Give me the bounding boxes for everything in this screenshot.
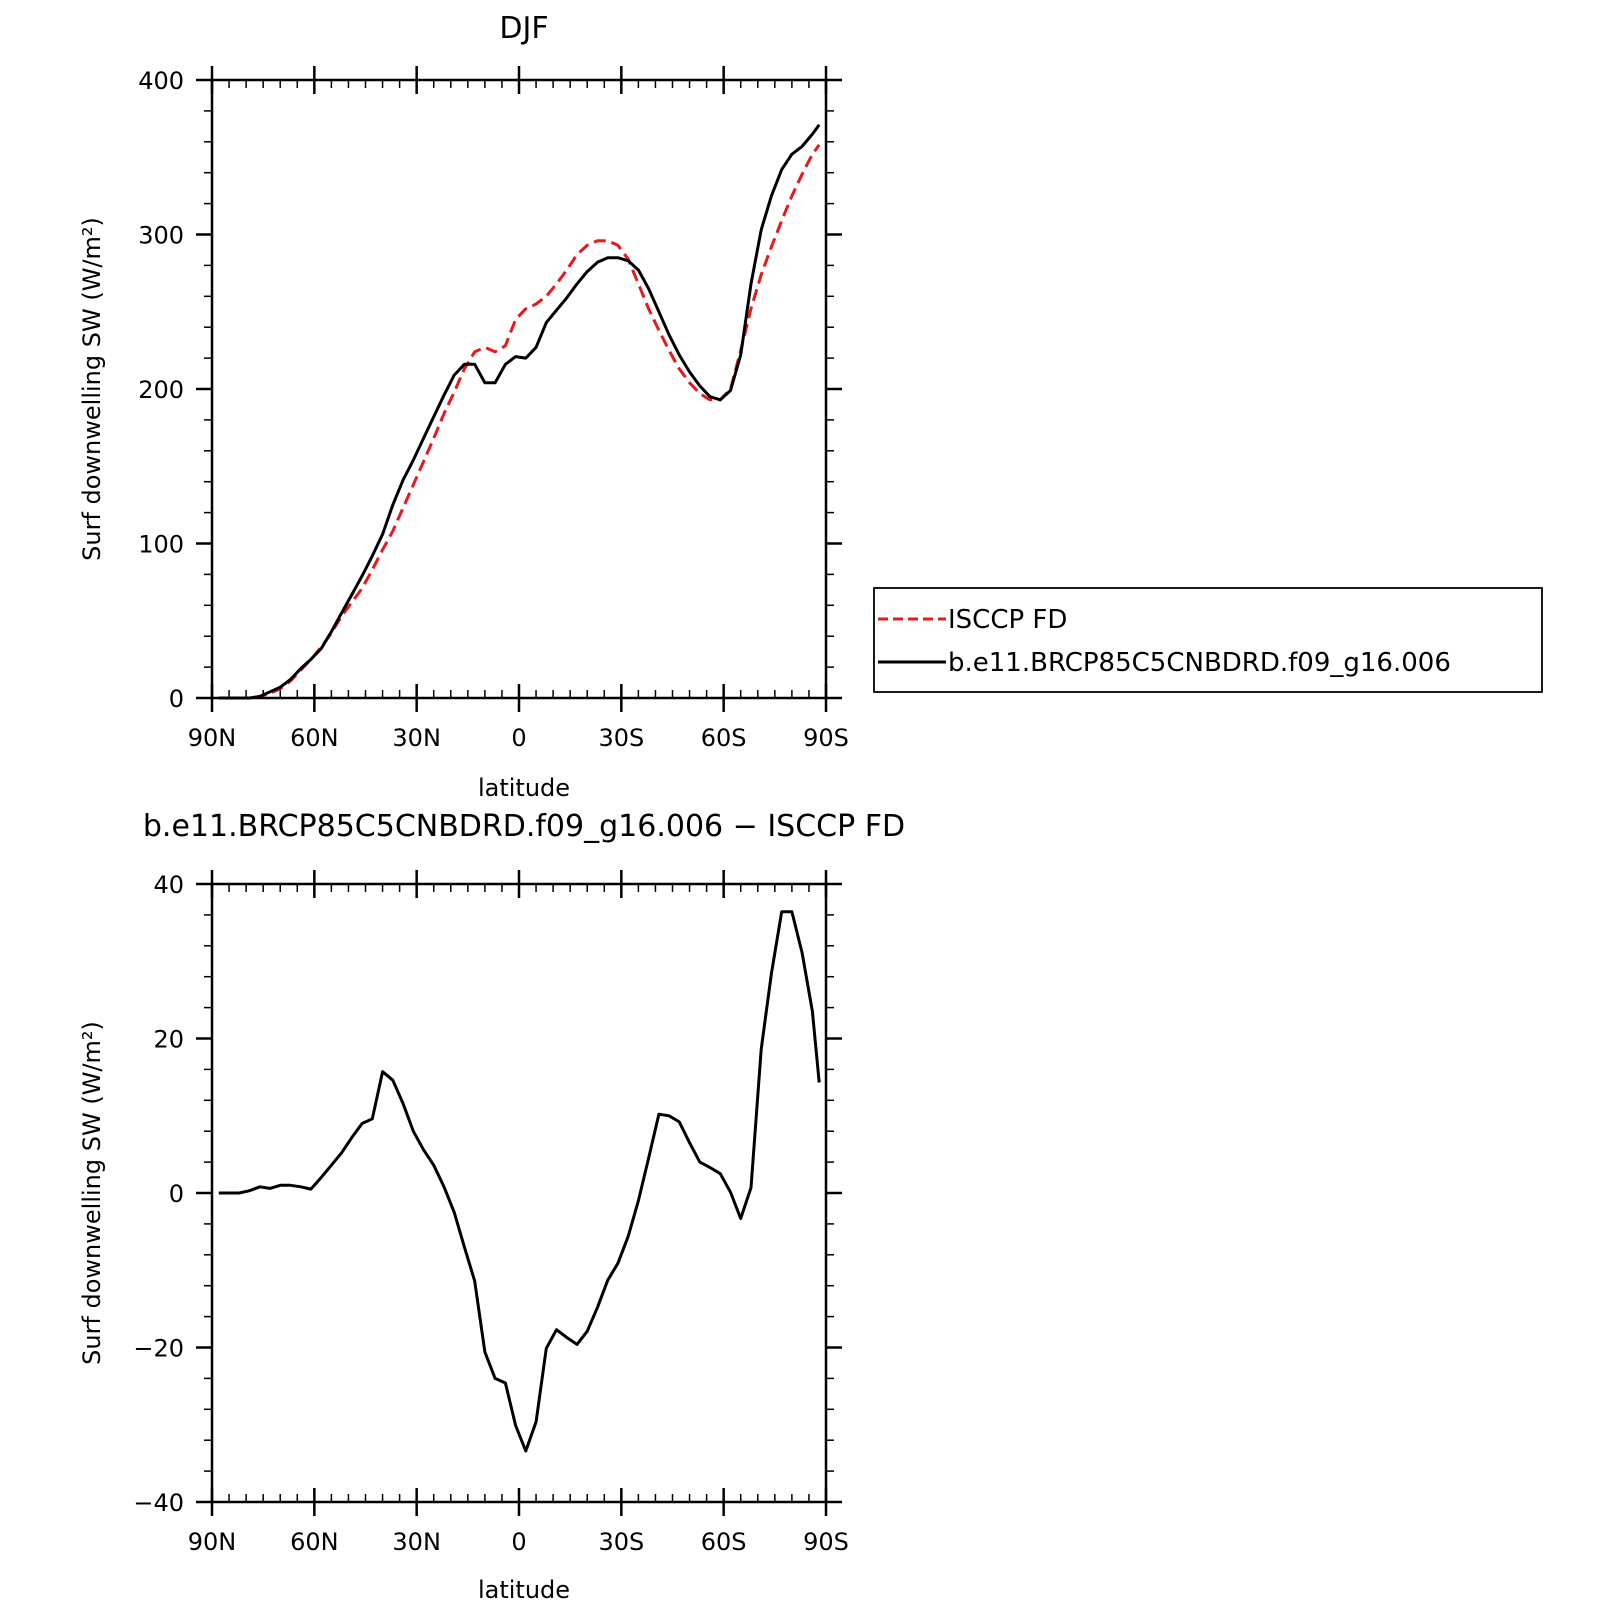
legend-label-model: b.e11.BRCP85C5CNBDRD.f09_g16.006 [948, 648, 1451, 678]
x-tick-label: 30N [392, 1528, 441, 1556]
bottom-series [218, 910, 821, 1453]
x-tick-label: 90S [803, 1528, 849, 1556]
y-tick-label: 0 [169, 685, 184, 713]
y-tick-label: 300 [138, 222, 184, 250]
y-tick-label: 400 [138, 67, 184, 95]
series-line-b-e11-brcp85c5cnbdrd-f09-g16-006 [218, 123, 821, 700]
top-plot-frame [210, 78, 828, 700]
x-tick-label: 90N [188, 1528, 237, 1556]
bottom-plot-frame [210, 882, 828, 1504]
y-tick-label: −40 [133, 1489, 184, 1517]
bottom-y-axis-label: Surf downwelling SW (W/m²) [78, 1021, 106, 1365]
x-tick-label: 90N [188, 724, 237, 752]
top-x-axis-label: latitude [478, 774, 570, 802]
top-panel: DJF 0 100 200 300 400 90N 60N 30N 0 30S 60S 90S la… [78, 11, 849, 802]
y-tick-label: 40 [153, 871, 184, 899]
legend: ISCCP FD b.e11.BRCP85C5CNBDRD.f09_g16.00… [873, 587, 1543, 693]
bottom-panel-title: b.e11.BRCP85C5CNBDRD.f09_g16.006 − ISCCP… [143, 809, 905, 844]
y-tick-label: 100 [138, 531, 184, 559]
x-tick-label: 30S [598, 724, 644, 752]
bottom-x-axis-label: latitude [478, 1576, 570, 1604]
top-y-axis-label: Surf downwelling SW (W/m²) [78, 217, 106, 561]
x-tick-label: 90S [803, 724, 849, 752]
x-tick-label: 60S [701, 1528, 747, 1556]
y-tick-label: 20 [153, 1026, 184, 1054]
top-ticks [196, 66, 842, 712]
x-tick-label: 0 [511, 1528, 526, 1556]
bottom-y-tick-labels: −40 −20 0 20 40 [133, 871, 184, 1517]
bottom-ticks [196, 870, 842, 1516]
x-tick-label: 60S [701, 724, 747, 752]
top-panel-title: DJF [499, 11, 548, 46]
y-tick-label: 200 [138, 376, 184, 404]
x-tick-label: 60N [290, 724, 339, 752]
top-x-tick-labels: 90N 60N 30N 0 30S 60S 90S [188, 724, 849, 752]
series-line-isccp-fd [218, 144, 821, 700]
series-line-difference [218, 910, 821, 1453]
bottom-panel: b.e11.BRCP85C5CNBDRD.f09_g16.006 − ISCCP… [78, 809, 905, 1604]
legend-label-isccp-fd: ISCCP FD [948, 605, 1067, 635]
x-tick-label: 30S [598, 1528, 644, 1556]
x-tick-label: 60N [290, 1528, 339, 1556]
top-y-tick-labels: 0 100 200 300 400 [138, 67, 184, 713]
x-tick-label: 0 [511, 724, 526, 752]
legend-box [873, 587, 1543, 693]
x-tick-label: 30N [392, 724, 441, 752]
bottom-x-tick-labels: 90N 60N 30N 0 30S 60S 90S [188, 1528, 849, 1556]
top-series [218, 123, 821, 700]
y-tick-label: 0 [169, 1180, 184, 1208]
y-tick-label: −20 [133, 1335, 184, 1363]
